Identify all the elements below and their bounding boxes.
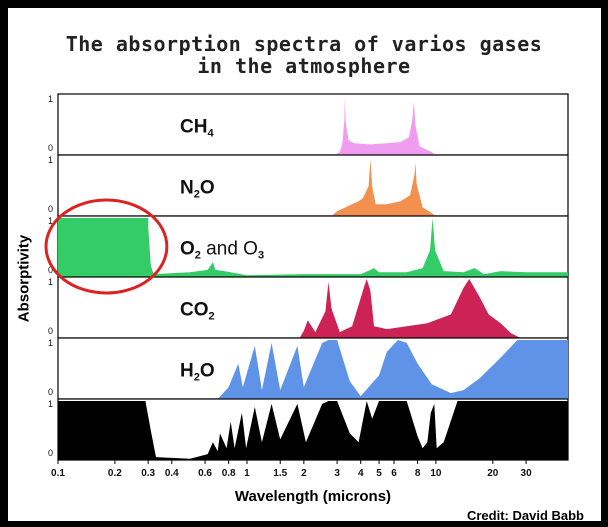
y-tick-label: 1: [48, 216, 53, 226]
panel-label-h2o: H2O: [180, 361, 215, 384]
panel-label-ch4: CH4: [180, 117, 214, 140]
x-tick-label: 8: [415, 468, 421, 479]
chart-title-line-2: in the atmosphere: [197, 54, 411, 78]
y-tick-label: 1: [48, 277, 53, 287]
credit-text: Credit: David Babb: [466, 508, 584, 523]
y-tick-label: 1: [48, 155, 53, 165]
x-axis-label: Wavelength (microns): [234, 488, 392, 505]
series-area-atmosphere: [58, 401, 568, 460]
chart-title-line-1: The absorption spectra of varios gases: [65, 32, 543, 56]
x-tick-label: 0.2: [108, 468, 122, 479]
series-area-ch4: [334, 96, 436, 155]
y-tick-label: 0: [48, 326, 53, 336]
x-tick-label: 0.4: [165, 468, 179, 479]
y-tick-label: 1: [48, 399, 53, 409]
series-area-co2: [299, 279, 521, 338]
panel-label-co2: CO2: [180, 300, 215, 323]
y-tick-label: 1: [48, 94, 53, 104]
panel-label-atmosphere: Atmosphere: [160, 407, 230, 422]
x-tick-label: 4: [358, 468, 364, 479]
x-tick-label: 1.5: [273, 468, 287, 479]
y-tick-label: 0: [48, 387, 53, 397]
x-tick-label: 1: [244, 468, 250, 479]
x-tick-label: 2: [301, 468, 307, 479]
y-tick-label: 0: [48, 265, 53, 275]
series-area-o2-and-o3: [58, 218, 568, 277]
y-axis-label: Absorptivity: [15, 234, 33, 323]
x-tick-label: 20: [487, 468, 499, 479]
panel-label-o2-and-o3: O2 and O3: [180, 239, 264, 262]
x-tick-label: 10: [430, 468, 442, 479]
y-tick-label: 1: [48, 338, 53, 348]
x-tick-label: 6: [391, 468, 397, 479]
x-tick-label: 5: [376, 468, 382, 479]
y-tick-label: 0: [48, 448, 53, 458]
x-tick-label: 0.6: [198, 468, 212, 479]
panel-label-n2o: N2O: [180, 178, 215, 201]
x-tick-label: 0.8: [222, 468, 236, 479]
x-tick-label: 0.3: [141, 468, 155, 479]
highlight-ellipse: [44, 198, 169, 295]
x-tick-label: 30: [521, 468, 533, 479]
panel-ch4-frame: [57, 93, 569, 156]
panel-n2o-frame: [57, 154, 569, 217]
y-tick-label: 0: [48, 204, 53, 214]
x-tick-label: 0.1: [51, 468, 65, 479]
series-area-n2o: [331, 159, 436, 216]
x-tick-label: 3: [334, 468, 340, 479]
y-tick-label: 0: [48, 143, 53, 153]
series-area-h2o: [217, 340, 568, 399]
